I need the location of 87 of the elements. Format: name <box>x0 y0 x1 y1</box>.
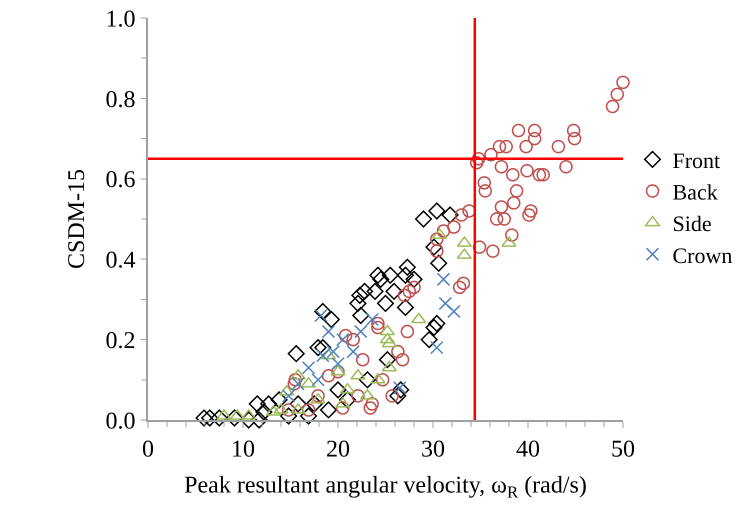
y-tick-label: 0.6 <box>105 167 136 194</box>
point <box>420 331 438 348</box>
point <box>430 254 448 272</box>
point <box>352 306 370 324</box>
point <box>354 324 368 338</box>
point <box>382 266 399 284</box>
x-tick-label: 40 <box>516 436 540 463</box>
point <box>290 395 307 412</box>
point <box>280 407 298 425</box>
point <box>436 272 450 286</box>
point <box>411 312 426 324</box>
point <box>196 409 213 427</box>
point <box>329 381 347 398</box>
y-tick-label: 0.8 <box>105 86 136 113</box>
x-tick-label: 20 <box>326 436 350 463</box>
point <box>346 344 360 358</box>
point <box>376 294 394 312</box>
point <box>396 266 414 284</box>
point <box>356 282 374 300</box>
point <box>349 294 366 312</box>
point <box>378 351 396 368</box>
y-tick-label: 0.2 <box>105 328 136 354</box>
point <box>311 373 325 387</box>
point <box>230 409 245 420</box>
point <box>369 266 386 284</box>
point <box>338 391 356 408</box>
point <box>428 202 446 220</box>
x-axis-title: Peak resultant angular velocity, ω$_{R}$ (rad/s) <box>184 472 587 502</box>
x-tick-label: 10 <box>231 436 255 463</box>
point <box>279 385 294 396</box>
x-tick-label: 50 <box>611 436 635 463</box>
point <box>428 314 446 332</box>
y-tick-label: 0.0 <box>105 408 136 434</box>
y-tick-label: 1.0 <box>105 6 136 32</box>
point <box>306 395 323 412</box>
point <box>310 339 327 356</box>
legend-label: Back <box>672 180 718 205</box>
legend-label: Side <box>672 211 712 236</box>
y-tick-label: 0.4 <box>105 248 136 274</box>
point <box>396 298 414 316</box>
point <box>331 356 345 370</box>
point <box>210 409 228 427</box>
point <box>442 206 459 224</box>
point <box>270 391 288 408</box>
point <box>372 270 390 288</box>
point <box>382 336 397 348</box>
y-axis-title: CSDM-15 <box>64 168 90 270</box>
legend-label: Front <box>672 148 720 173</box>
point <box>430 340 444 354</box>
point <box>300 407 318 425</box>
point <box>201 409 218 427</box>
point <box>326 344 340 358</box>
point <box>250 411 268 429</box>
point <box>282 389 296 403</box>
point <box>260 395 278 412</box>
point <box>447 304 461 318</box>
x-tick-label: 30 <box>421 436 445 463</box>
point <box>314 302 332 320</box>
point <box>322 310 340 328</box>
point <box>255 403 272 421</box>
point <box>405 270 423 288</box>
point <box>358 371 376 388</box>
point <box>392 381 410 398</box>
point <box>438 296 452 310</box>
point <box>241 409 256 420</box>
point <box>389 387 406 404</box>
point <box>351 286 368 304</box>
point <box>320 401 338 418</box>
point <box>322 324 336 338</box>
point <box>425 318 442 336</box>
point <box>386 282 403 300</box>
legend-label: Crown <box>672 242 732 268</box>
point <box>291 377 305 391</box>
point <box>382 360 397 372</box>
point <box>425 238 442 256</box>
point <box>248 395 266 412</box>
point <box>288 345 305 362</box>
point <box>316 348 330 362</box>
point <box>336 332 350 346</box>
point <box>226 409 243 427</box>
point <box>398 258 416 276</box>
x-tick-label: 0 <box>142 436 154 463</box>
point <box>365 312 379 326</box>
point <box>335 397 350 408</box>
point <box>302 360 316 374</box>
point <box>414 210 432 228</box>
point <box>366 282 384 300</box>
